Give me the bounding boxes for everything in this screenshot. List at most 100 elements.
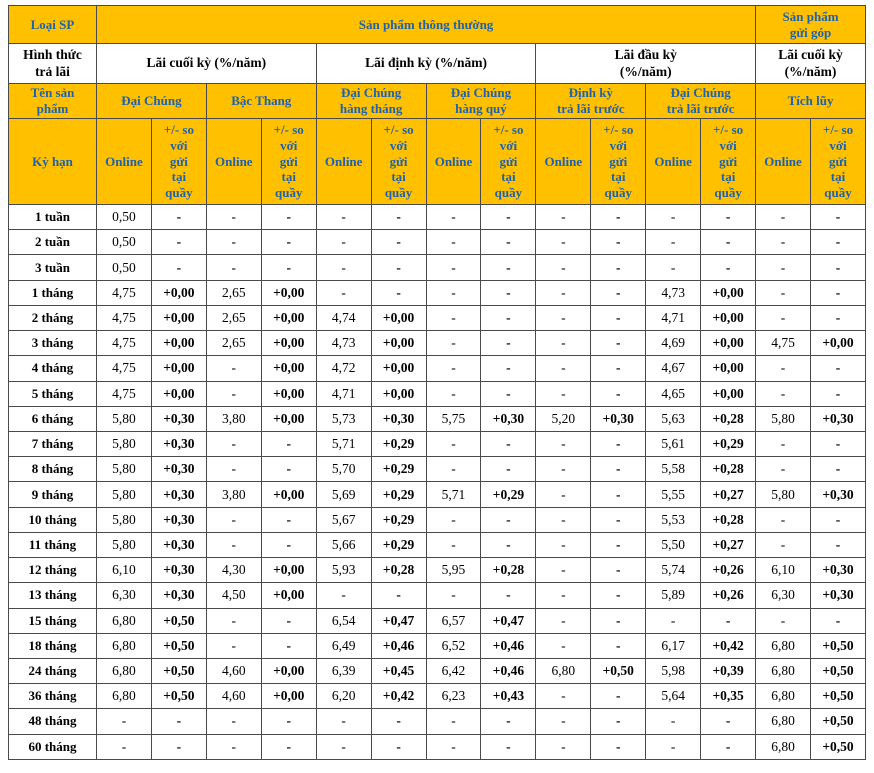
online-rate-cell: - — [535, 304, 592, 332]
online-rate-cell: 6,30 — [755, 582, 811, 609]
periodic-interest-header: Lãi định kỳ (%/năm) — [315, 43, 537, 84]
online-rate-cell: - — [425, 506, 482, 533]
vs-counter-rate-cell: - — [809, 229, 867, 256]
vs-counter-rate-cell: +0,00 — [700, 279, 757, 306]
vs-counter-column-header: +/- so với gửi tại quầy — [370, 118, 427, 205]
vs-counter-rate-cell: +0,35 — [700, 683, 757, 710]
online-rate-cell: 4,71 — [315, 380, 372, 407]
vs-counter-rate-cell: +0,30 — [150, 582, 207, 609]
table-row: 1 tháng 4,75 +0,00 2,65 +0,00- - - - - -4,73 +0,00… — [8, 279, 867, 306]
vs-counter-rate-cell: - — [480, 733, 537, 761]
online-rate-cell: - — [425, 582, 482, 609]
vs-counter-rate-cell: +0,00 — [700, 355, 757, 382]
vs-counter-rate-cell: - — [590, 683, 647, 710]
online-rate-cell: - — [645, 708, 702, 735]
term-cell: 24 tháng — [8, 657, 97, 685]
vs-counter-rate-cell: - — [480, 456, 537, 483]
vs-counter-rate-cell: +0,29 — [370, 430, 427, 458]
vs-counter-rate-cell: +0,47 — [480, 607, 537, 634]
vs-counter-rate-cell: - — [260, 607, 317, 634]
vs-counter-rate-cell: +0,00 — [260, 683, 317, 710]
vs-counter-rate-cell: - — [260, 531, 317, 559]
online-rate-cell: 6,80 — [96, 657, 152, 685]
vs-counter-rate-cell: - — [150, 229, 207, 256]
online-rate-cell: 4,60 — [205, 657, 262, 685]
vs-counter-rate-cell: +0,42 — [370, 683, 427, 710]
vs-counter-rate-cell: +0,00 — [150, 304, 207, 332]
term-cell: 6 tháng — [8, 405, 97, 432]
table-row: 24 tháng 6,80 +0,50 4,60 +0,00 6,39 +0,45 6,42 +… — [8, 657, 867, 685]
vs-counter-rate-cell: - — [260, 254, 317, 281]
online-rate-cell: 4,73 — [645, 279, 702, 306]
vs-counter-column-header: +/- so với gửi tại quầy — [150, 118, 207, 205]
online-rate-cell: 5,58 — [645, 456, 702, 483]
online-rate-cell: 4,65 — [645, 380, 702, 407]
vs-counter-rate-cell: +0,30 — [480, 405, 537, 432]
online-rate-cell: 4,60 — [205, 683, 262, 710]
online-rate-cell: 0,50 — [96, 254, 152, 281]
online-rate-cell: 6,49 — [315, 632, 372, 659]
vs-counter-rate-cell: - — [590, 355, 647, 382]
online-rate-cell: - — [315, 708, 372, 735]
online-rate-cell: - — [755, 531, 811, 559]
vs-counter-rate-cell: +0,30 — [590, 405, 647, 432]
online-rate-cell: - — [425, 279, 482, 306]
online-rate-cell: - — [205, 708, 262, 735]
vs-counter-rate-cell: - — [809, 279, 867, 306]
vs-counter-rate-cell: +0,00 — [260, 582, 317, 609]
vs-counter-column-header: +/- so với gửi tại quầy — [700, 118, 757, 205]
online-rate-cell: - — [755, 355, 811, 382]
product-dai-chung-hang-thang: Đại Chúng hàng tháng — [315, 83, 427, 119]
vs-counter-rate-cell: +0,00 — [260, 279, 317, 306]
table-row: 11 tháng 5,80 +0,30- -5,66 +0,29- - - -5,50 +0,2… — [8, 531, 867, 559]
online-rate-cell: - — [205, 456, 262, 483]
online-rate-cell: 5,53 — [645, 506, 702, 533]
product-dinh-ky-tra-lai-truoc: Định kỳ trả lãi trước — [535, 83, 647, 119]
table-row: 36 tháng 6,80 +0,50 4,60 +0,00 6,20 +0,42 6,23 +… — [8, 683, 867, 710]
vs-counter-rate-cell: - — [700, 733, 757, 761]
online-rate-cell: 5,80 — [96, 531, 152, 559]
online-rate-cell: 3,80 — [205, 405, 262, 432]
vs-counter-rate-cell: +0,00 — [370, 380, 427, 407]
online-column-header: Online — [535, 118, 592, 205]
online-rate-cell: 4,75 — [96, 304, 152, 332]
end-of-term-interest-header: Lãi cuối kỳ (%/năm) — [96, 43, 317, 84]
vs-counter-rate-cell: +0,28 — [370, 557, 427, 584]
vs-counter-rate-cell: - — [809, 203, 867, 231]
vs-counter-rate-cell: - — [809, 531, 867, 559]
online-rate-cell: - — [755, 304, 811, 332]
vs-counter-rate-cell: - — [590, 506, 647, 533]
table-row: 2 tuần 0,50- - - - - - - - - - - - - — [8, 229, 867, 256]
vs-counter-column-header: +/- so với gửi tại quầy — [809, 118, 867, 205]
vs-counter-rate-cell: - — [150, 708, 207, 735]
vs-counter-rate-cell: - — [480, 355, 537, 382]
online-rate-cell: 6,42 — [425, 657, 482, 685]
vs-counter-rate-cell: - — [700, 607, 757, 634]
vs-counter-rate-cell: - — [590, 304, 647, 332]
vs-counter-rate-cell: +0,50 — [809, 632, 867, 659]
table-row: 8 tháng 5,80 +0,30- -5,70 +0,29- - - -5,58 +0,28… — [8, 456, 867, 483]
online-rate-cell: 4,72 — [315, 355, 372, 382]
vs-counter-rate-cell: +0,27 — [700, 531, 757, 559]
online-rate-cell: - — [755, 203, 811, 231]
online-rate-cell: 5,80 — [96, 405, 152, 432]
online-column-header: Online — [425, 118, 482, 205]
online-rate-cell: 4,69 — [645, 330, 702, 357]
vs-counter-rate-cell: +0,30 — [809, 582, 867, 609]
vs-counter-rate-cell: +0,00 — [260, 330, 317, 357]
vs-counter-rate-cell: - — [260, 203, 317, 231]
online-column-header: Online — [315, 118, 372, 205]
online-rate-cell: 4,75 — [96, 355, 152, 382]
vs-counter-rate-cell: +0,26 — [700, 582, 757, 609]
vs-counter-rate-cell: - — [809, 506, 867, 533]
online-rate-cell: 6,80 — [755, 632, 811, 659]
online-rate-cell: 4,74 — [315, 304, 372, 332]
vs-counter-rate-cell: +0,42 — [700, 632, 757, 659]
online-rate-cell: 4,30 — [205, 557, 262, 584]
vs-counter-rate-cell: +0,30 — [150, 430, 207, 458]
vs-counter-rate-cell: +0,00 — [150, 330, 207, 357]
vs-counter-rate-cell: +0,43 — [480, 683, 537, 710]
normal-products-group-header: Sản phẩm thông thường — [95, 5, 757, 44]
table-row: 9 tháng 5,80 +0,30 3,80 +0,00 5,69 +0,29 5,71 +0… — [8, 481, 867, 508]
vs-counter-rate-cell: - — [480, 380, 537, 407]
